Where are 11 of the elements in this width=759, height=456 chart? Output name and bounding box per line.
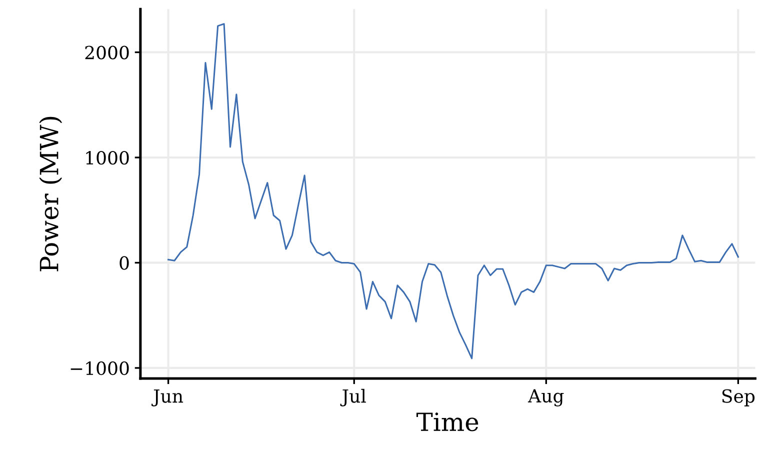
y-tick-label: 1000: [86, 150, 129, 165]
y-axis-title: Power (MW): [39, 116, 62, 272]
x-tick-label: Aug: [528, 389, 564, 406]
x-tick-label: Jul: [340, 388, 366, 406]
x-tick-label: Jun: [152, 389, 184, 406]
y-tick-label: 2000: [85, 46, 129, 60]
x-axis-title: Time: [416, 412, 478, 432]
x-tick-label: Sep: [722, 389, 755, 406]
line-series: [168, 23, 739, 360]
y-tick-label: 0: [120, 256, 129, 270]
y-tick-label: −1000: [70, 361, 129, 376]
